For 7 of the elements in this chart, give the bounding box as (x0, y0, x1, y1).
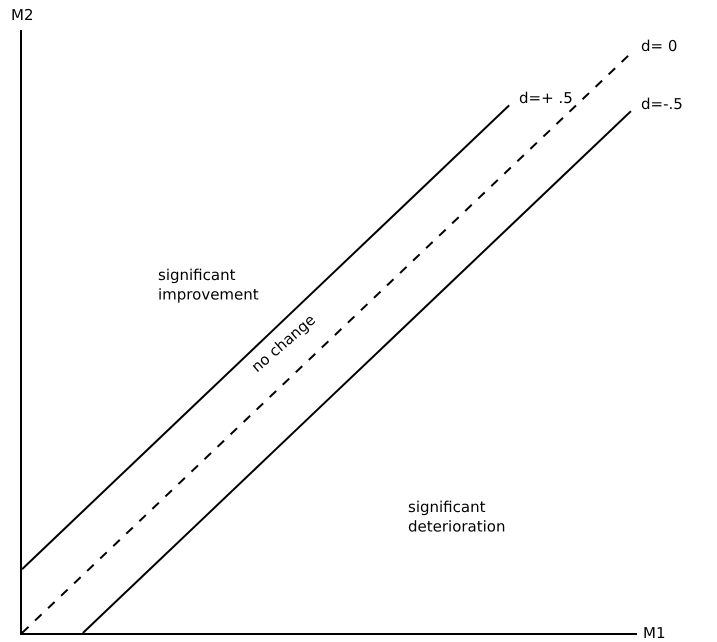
series-label: d=+ .5 (519, 89, 573, 107)
annotation: significant improvement (158, 266, 259, 304)
series-label: d= 0 (641, 37, 678, 55)
y-axis-title: M2 (11, 6, 34, 24)
annotation: significant deterioration (408, 498, 506, 536)
series-label: d=-.5 (641, 95, 683, 113)
x-axis-title: M1 (643, 624, 666, 642)
